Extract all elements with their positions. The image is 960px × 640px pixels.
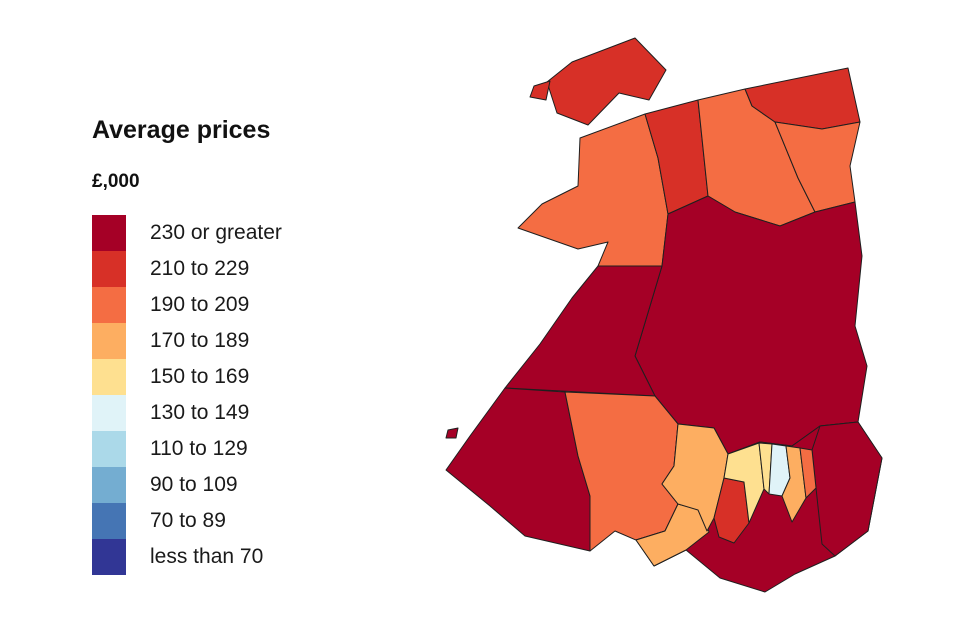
- legend-swatch: [92, 395, 126, 431]
- legend-swatch: [92, 359, 126, 395]
- legend-item: 170 to 189: [92, 323, 282, 359]
- wales-choropleth-map: [445, 37, 883, 593]
- legend-label: 130 to 149: [150, 401, 250, 424]
- legend-items: 230 or greater 210 to 229 190 to 209 170 to…: [92, 215, 282, 575]
- legend-label: 210 to 229: [150, 257, 250, 280]
- legend-swatch: [92, 539, 126, 575]
- legend-item: 130 to 149: [92, 395, 282, 431]
- legend: Average prices £,000 230 or greater 210 t…: [92, 116, 282, 575]
- region-torfaen: [799, 447, 817, 499]
- legend-swatch: [92, 323, 126, 359]
- region-isle-of-anglesey: [546, 37, 667, 126]
- legend-swatch: [92, 503, 126, 539]
- legend-label: 110 to 129: [150, 437, 248, 460]
- legend-unit-label: £,000: [92, 171, 140, 192]
- legend-label: less than 70: [150, 545, 264, 568]
- region-neath-port-talbot: [661, 423, 729, 532]
- legend-label: 190 to 209: [150, 293, 250, 316]
- legend-item: 230 or greater: [92, 215, 282, 251]
- legend-item: 210 to 229: [92, 251, 282, 287]
- region-pembrokeshire: [445, 387, 591, 552]
- legend-swatch: [92, 287, 126, 323]
- legend-swatch: [92, 251, 126, 287]
- region-ceredigion: [504, 265, 663, 397]
- legend-item: 70 to 89: [92, 503, 282, 539]
- region-gwynedd: [517, 113, 669, 267]
- region-monmouthshire: [811, 421, 883, 557]
- legend-label: 90 to 109: [150, 473, 238, 496]
- legend-label: 230 or greater: [150, 221, 282, 244]
- legend-item: 150 to 169: [92, 359, 282, 395]
- legend-item: 110 to 129: [92, 431, 282, 467]
- region-pembrokeshire-islet: [445, 427, 459, 439]
- legend-label: 150 to 169: [150, 365, 250, 388]
- legend-item: 190 to 209: [92, 287, 282, 323]
- legend-item: 90 to 109: [92, 467, 282, 503]
- region-holy-island: [529, 80, 551, 101]
- legend-swatch: [92, 467, 126, 503]
- legend-swatch: [92, 215, 126, 251]
- legend-item: less than 70: [92, 539, 282, 575]
- legend-label: 70 to 89: [150, 509, 226, 532]
- legend-title: Average prices: [92, 116, 271, 144]
- legend-swatch: [92, 431, 126, 467]
- legend-label: 170 to 189: [150, 329, 250, 352]
